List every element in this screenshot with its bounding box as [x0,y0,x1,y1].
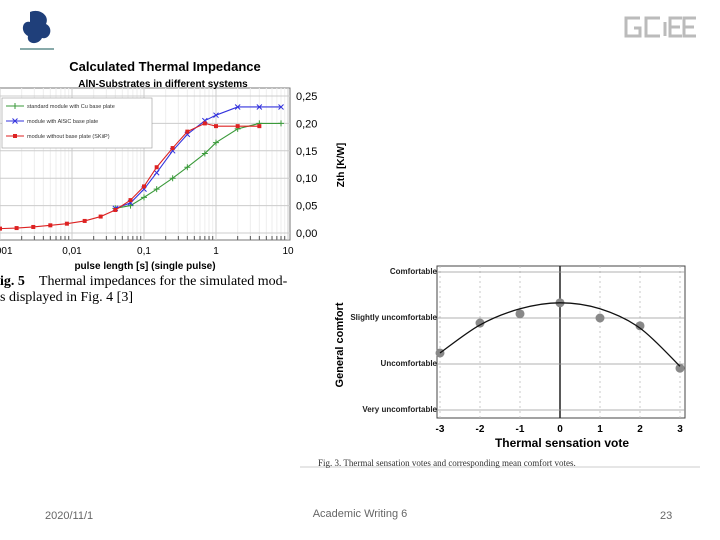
marker [153,169,160,176]
y-tick-label: 0,25 [296,91,317,103]
marker [278,104,284,110]
y-tick-label: 0,20 [296,118,317,130]
marker [213,112,219,119]
marker [14,226,19,231]
marker [64,221,69,226]
footer-page: 23 [660,510,673,522]
plot-area [436,265,686,419]
marker [515,309,525,319]
caption-text: s displayed in Fig. 4 [3] [0,290,133,305]
marker [475,318,485,328]
x-tick-label: 0,001 [0,246,13,257]
y-tick-label: 0,05 [296,201,317,213]
marker [142,184,146,189]
marker [256,104,263,110]
chart-title: Calculated Thermal Impedance [69,59,260,74]
marker [141,194,147,201]
x-tick-label: 3 [677,424,683,435]
marker [0,226,2,231]
marker [214,124,218,129]
x-tick-label: 1 [597,424,603,435]
y-tick-label: Very uncomfortable [362,405,437,414]
right-logo [624,16,696,38]
x-tick-label: -3 [436,424,445,435]
legend-box [1,97,153,149]
x-tick-label: 10 [282,246,294,257]
marker [127,202,134,209]
caption-label: ig. 5 [0,274,25,289]
y-tick-label: 0,15 [296,146,317,158]
marker [170,146,175,151]
marker [82,218,87,223]
y-tick-label: 0,10 [296,173,317,185]
legend-label: module with AlSiC base plate [27,119,98,125]
marker [235,124,240,129]
marker [31,224,36,229]
x-tick-label: -1 [516,424,525,435]
marker [153,186,160,193]
marker [257,124,262,129]
x-tick-label: -2 [476,424,485,435]
x-tick-label: 1 [213,246,219,257]
marker [675,363,685,373]
y-tick-label: Slightly uncomfortable [350,313,437,322]
x-axis-label: pulse length [s] (single pulse) [74,261,215,272]
marker [185,129,190,134]
x-tick-label: 2 [637,424,643,435]
legend-label: standard module with Cu base plate [27,104,115,110]
footer-title: Academic Writing 6 [312,508,408,520]
x-tick-label: 0,01 [62,246,82,257]
marker [13,134,17,138]
marker [98,214,103,219]
marker [48,223,53,228]
marker [12,118,18,124]
footer-date: 2020/11/1 [45,510,94,522]
x-tick-label: 0,1 [137,246,151,257]
y-tick-label: 0,00 [296,228,317,240]
y-tick-label: Comfortable [389,267,437,276]
marker [128,198,133,203]
fig3-caption: Fig. 3. Thermal sensation votes and corr… [318,458,576,468]
left-logo [20,10,54,50]
caption-text: Thermal impedances for the simulated mod… [38,274,288,289]
marker [234,104,241,110]
marker [202,121,207,126]
marker [113,207,118,212]
marker [169,175,176,182]
marker [595,313,605,323]
fig5-caption: ig. 5 Thermal impedances for the simulat… [0,274,287,306]
y-axis-label: General comfort [334,302,346,387]
marker [201,150,208,157]
marker [213,139,219,146]
y-axis-label: Zth [K/W] [336,143,347,187]
marker [154,165,159,170]
legend-label: module without base plate (SKiiP) [27,134,110,140]
chart-subtitle: AlN-Substrates in different systems [78,79,248,90]
y-tick-label: Uncomfortable [380,359,437,368]
marker [12,103,18,109]
x-axis-label: Thermal sensation vote [495,436,629,450]
marker [184,164,191,171]
marker [278,120,285,127]
series-line [439,302,681,367]
x-tick-label: 0 [557,424,563,435]
marker [635,321,645,331]
